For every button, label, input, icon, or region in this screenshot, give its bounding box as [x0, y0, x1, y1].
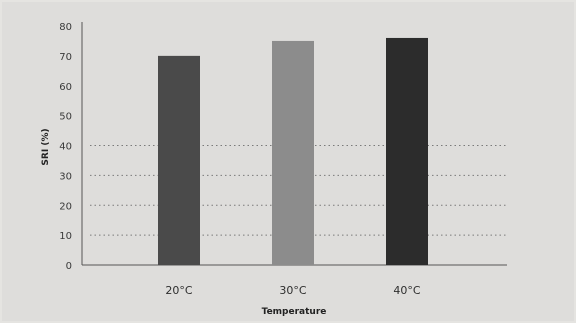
y-tick-label: 80 — [59, 22, 72, 33]
y-tick-label: 40 — [59, 142, 72, 153]
y-tick-label: 20 — [59, 201, 72, 212]
y-tick-label: 70 — [59, 52, 72, 63]
y-tick-label: 30 — [59, 171, 72, 182]
y-tick-label: 10 — [59, 231, 72, 242]
y-axis-title: SRI (%) — [41, 128, 51, 165]
y-tick-label: 0 — [66, 261, 72, 272]
bar-3 — [386, 37, 428, 266]
x-category-label: 20°C — [165, 284, 192, 297]
bar-1 — [158, 55, 200, 265]
x-category-label: 30°C — [279, 284, 306, 297]
y-tick-label: 60 — [59, 82, 72, 93]
x-axis-title: Temperature — [262, 307, 327, 317]
y-tick-labels: 0 10 20 30 40 50 60 70 80 — [59, 22, 72, 272]
x-category-label: 40°C — [393, 284, 420, 297]
bar-series — [158, 37, 428, 266]
bar-2 — [272, 40, 314, 265]
y-tick-label: 50 — [59, 112, 72, 123]
x-category-labels: 20°C 30°C 40°C — [165, 284, 420, 297]
